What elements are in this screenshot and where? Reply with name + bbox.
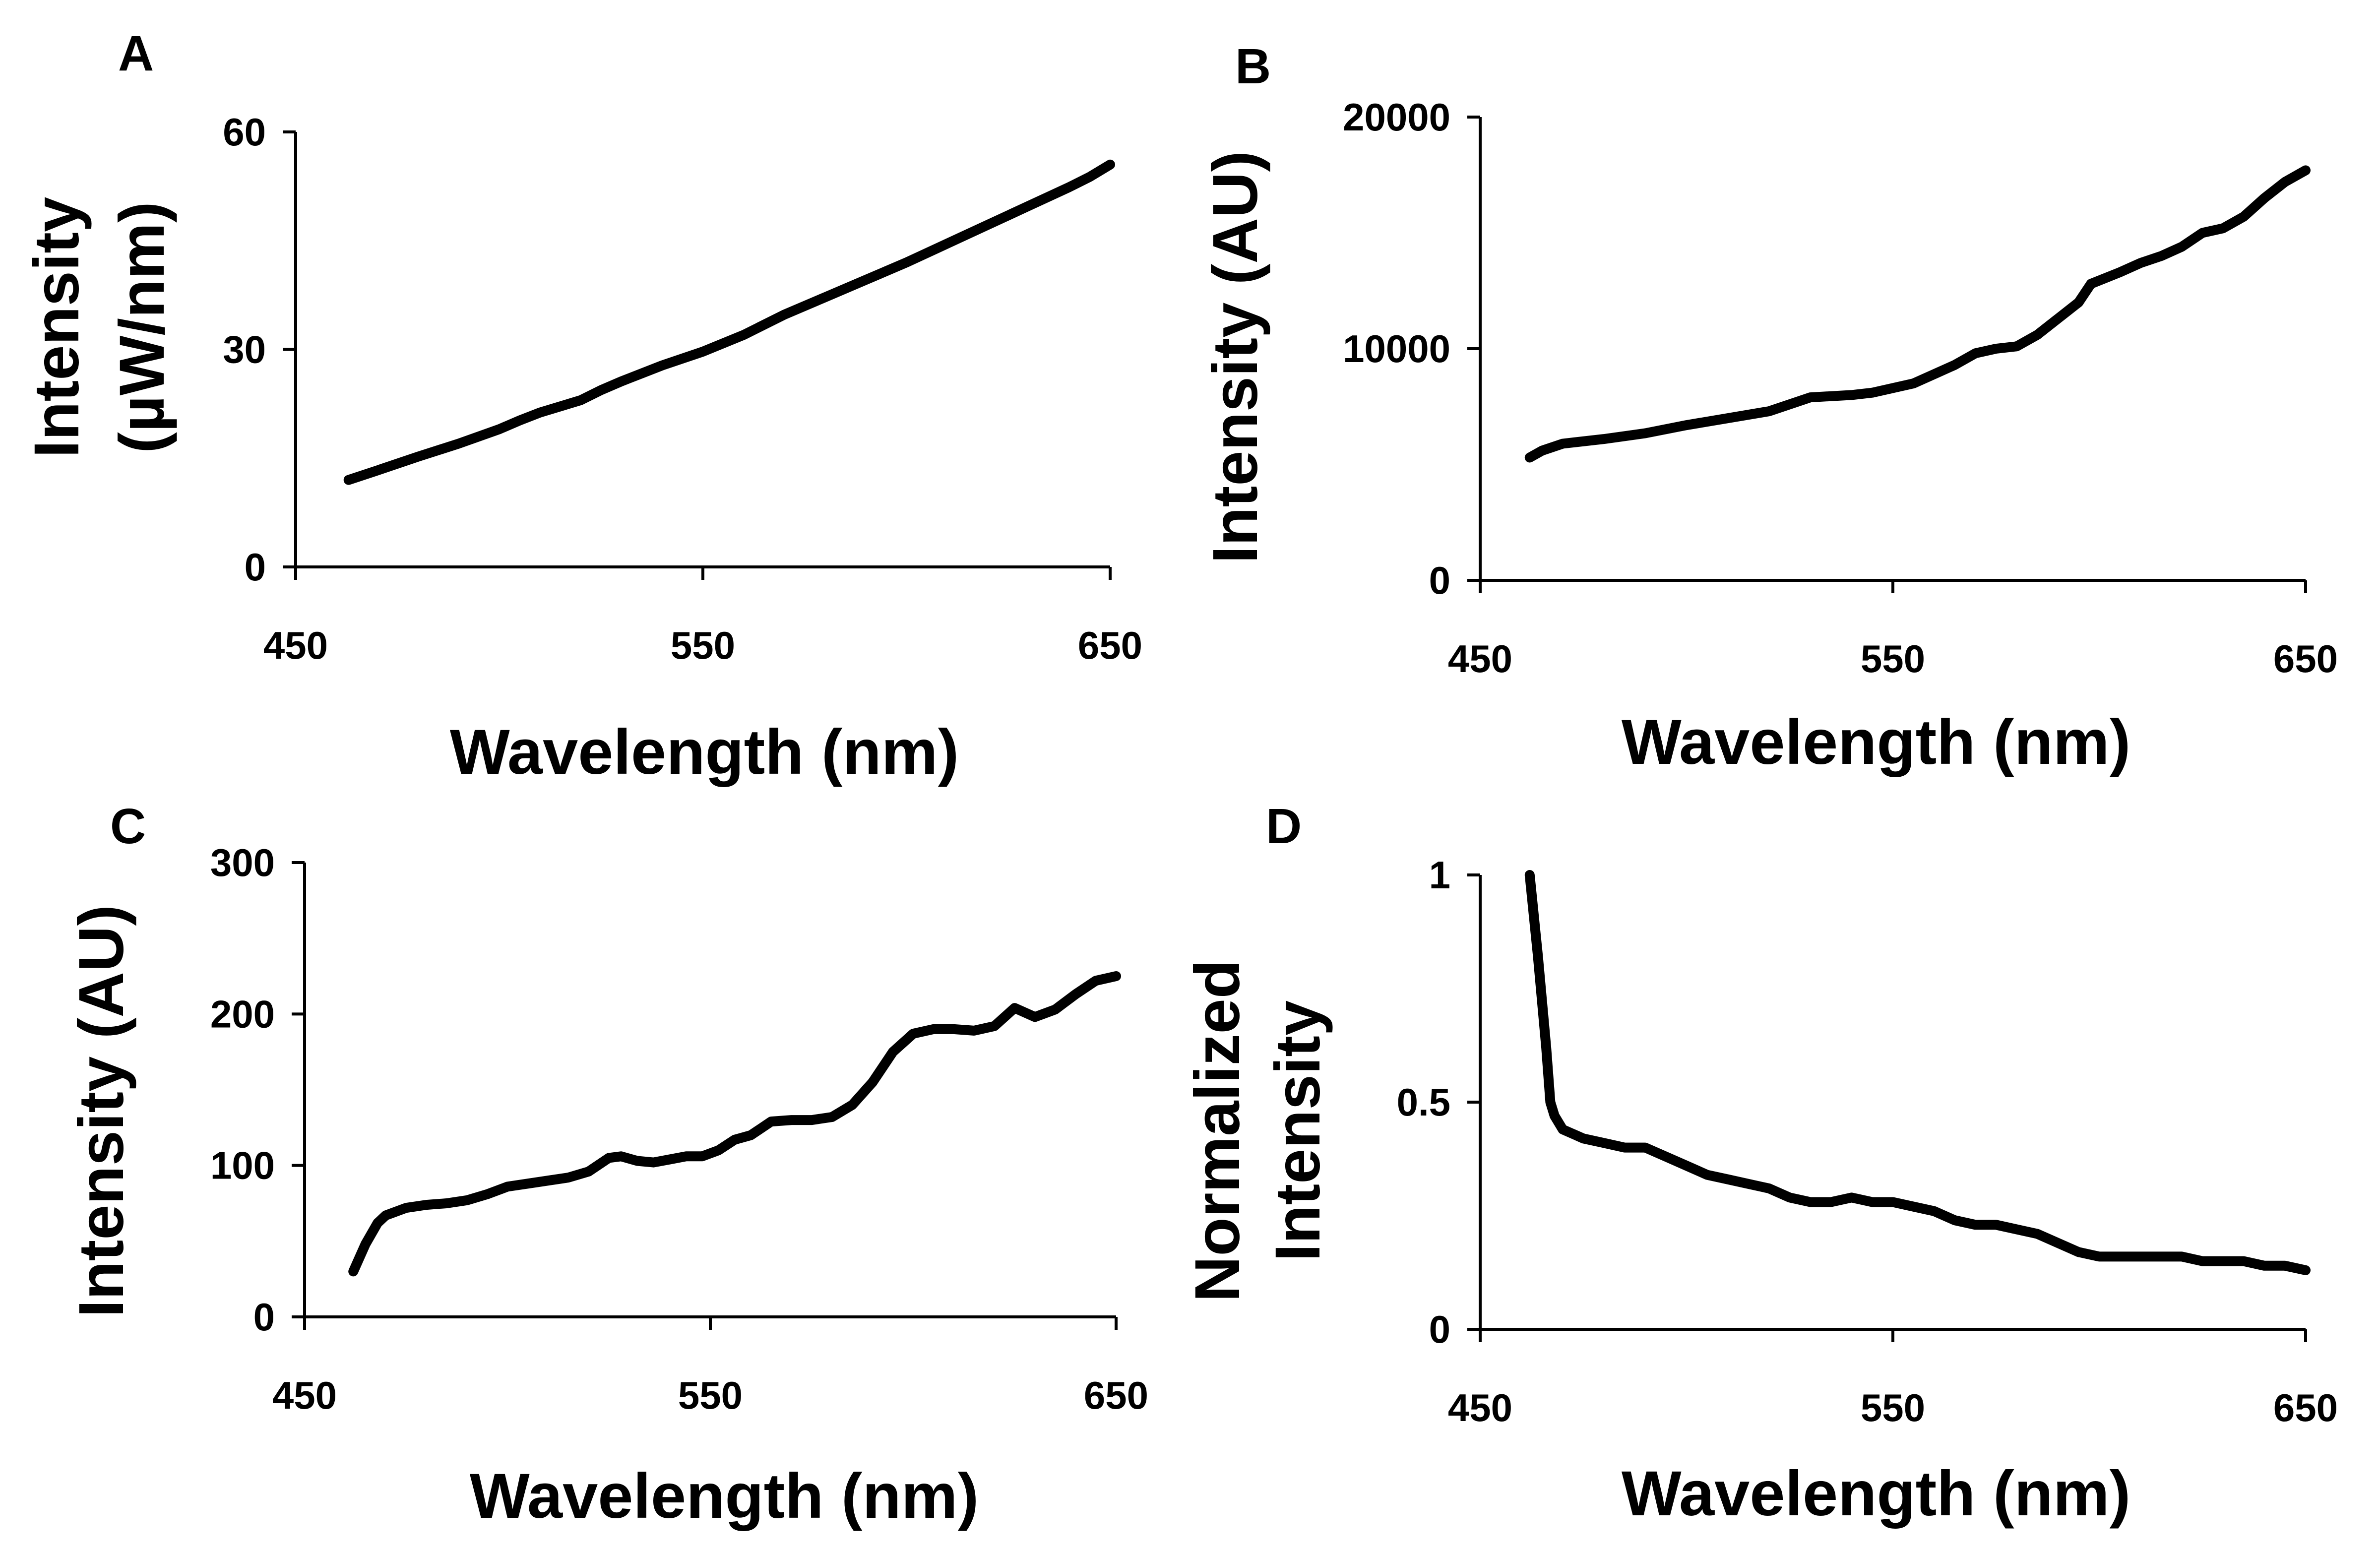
panel-a-y-axis: 0 30 60	[223, 110, 297, 589]
panel-c: C 0 100 200 300 450 550 650 Wavelength (nm) I…	[66, 799, 1148, 1532]
panel-d-y-axis-title-line-1: Normalized	[1182, 960, 1253, 1302]
panel-a-plot	[343, 159, 1115, 485]
panel-d-x-axis: 450 550 650	[1448, 1328, 2338, 1429]
panel-c-y-tick-label: 200	[210, 992, 275, 1036]
panel-label-d: D	[1266, 799, 1302, 854]
panel-a-x-axis: 450 550 650	[263, 565, 1142, 667]
panel-b-y-axis-title: Intensity (AU)	[1200, 151, 1271, 563]
panel-d-series-line	[1524, 870, 2311, 1275]
panel-d-x-tick-label: 550	[1861, 1386, 1925, 1429]
panel-c-y-tick-label: 0	[253, 1295, 275, 1339]
panel-a-series-line	[343, 159, 1115, 485]
panel-a-x-tick-label: 550	[671, 623, 735, 667]
panel-label-c: C	[110, 799, 146, 854]
panel-d-y-axis: 00.51	[1397, 853, 1482, 1351]
panel-d-y-tick-label: 0.5	[1397, 1080, 1450, 1124]
panel-d-x-tick-label: 450	[1448, 1386, 1512, 1429]
panel-c-series-line	[348, 971, 1121, 1277]
panel-c-x-axis: 450 550 650	[272, 1315, 1148, 1417]
panel-b-series-line	[1524, 165, 2311, 463]
panel-d-x-tick-label: 650	[2273, 1386, 2338, 1429]
panel-a-y-axis-title-line-1: Intensity	[21, 197, 92, 458]
panel-c-y-axis: 0 100 200 300	[210, 841, 306, 1339]
panel-d-y-tick-label: 0	[1429, 1307, 1450, 1351]
panel-d-y-tick-label: 1	[1429, 853, 1450, 897]
panel-label-a: A	[118, 26, 154, 81]
panel-a-x-tick-label: 450	[263, 623, 328, 667]
panel-a-y-tick-label: 0	[245, 545, 266, 589]
panel-b-y-tick-label: 10000	[1343, 327, 1450, 371]
panel-c-x-tick-label: 550	[678, 1373, 743, 1417]
panel-c-y-tick-label: 100	[210, 1144, 275, 1187]
panel-d-y-axis-title-line-2: Intensity	[1262, 1000, 1333, 1261]
panel-b-y-tick-label: 20000	[1343, 95, 1450, 139]
panel-d: D 00.51 450 550 650 Wavelength (nm) Normal…	[1182, 799, 2338, 1529]
panel-a-x-axis-title: Wavelength (nm)	[450, 717, 959, 788]
panel-d-plot	[1524, 870, 2311, 1275]
panel-a-y-tick-label: 60	[223, 110, 266, 154]
panel-label-b: B	[1235, 39, 1271, 94]
panel-a-x-tick-label: 650	[1078, 623, 1142, 667]
panel-c-y-tick-label: 300	[210, 841, 275, 884]
panel-b-x-tick-label: 550	[1861, 637, 1925, 681]
panel-b-x-tick-label: 450	[1448, 637, 1512, 681]
panel-b-plot	[1524, 165, 2311, 463]
panel-b-x-tick-label: 650	[2273, 637, 2338, 681]
panel-c-x-axis-title: Wavelength (nm)	[470, 1461, 979, 1532]
panel-c-y-axis-title: Intensity (AU)	[66, 905, 137, 1317]
panel-b-y-axis: 0 10000 20000	[1343, 95, 1482, 602]
panel-c-x-tick-label: 650	[1084, 1373, 1148, 1417]
panel-c-plot	[348, 971, 1121, 1277]
panel-b-y-tick-label: 0	[1429, 559, 1450, 602]
panel-c-x-tick-label: 450	[272, 1373, 337, 1417]
panel-a-y-axis-title-line-2: (µW/nm)	[107, 201, 178, 453]
panel-a-y-tick-label: 30	[223, 328, 266, 372]
panel-d-x-axis-title: Wavelength (nm)	[1622, 1458, 2130, 1529]
panel-b-x-axis-title: Wavelength (nm)	[1622, 707, 2130, 778]
panel-a: A 0 30 60 450 550 650 Wavelength (nm) Intens…	[21, 26, 1142, 788]
panel-b-x-axis: 450 550 650	[1448, 579, 2338, 681]
